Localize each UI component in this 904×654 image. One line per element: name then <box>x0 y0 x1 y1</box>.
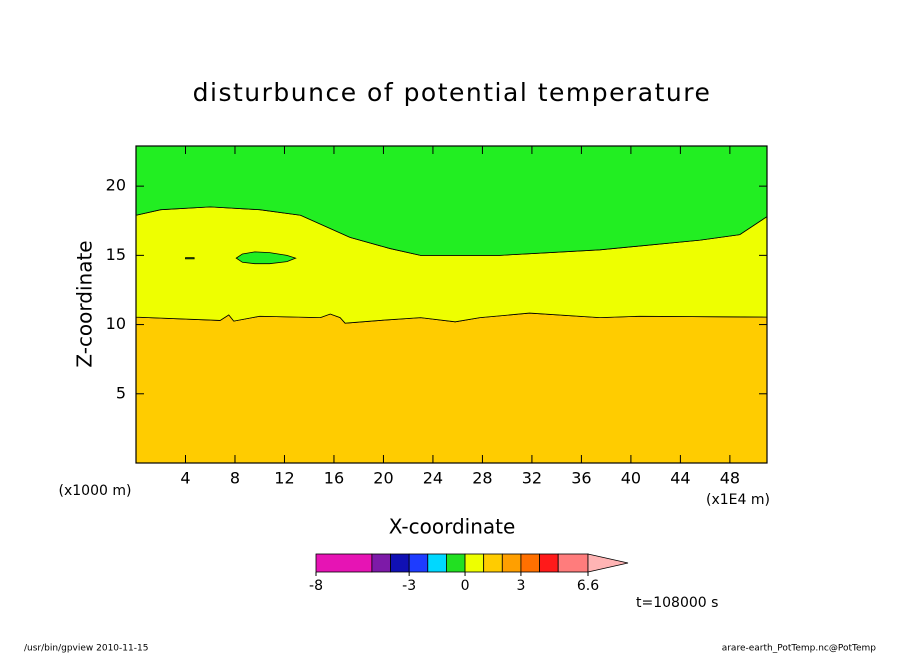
chart-title: disturbunce of potential temperature <box>193 78 712 107</box>
plot-frame <box>135 145 768 464</box>
y-tick-label: 5 <box>116 383 126 402</box>
footer-left: /usr/bin/gpview 2010-11-15 <box>24 644 148 654</box>
colorbar-segment <box>427 553 447 573</box>
contour-region <box>185 257 195 260</box>
contour-region <box>135 312 768 464</box>
x-axis-label: X-coordinate <box>389 515 516 539</box>
colorbar-segment <box>520 553 540 573</box>
y-tick-label: 15 <box>106 245 126 264</box>
x-tick-label: 20 <box>373 469 393 488</box>
colorbar-segment <box>483 553 503 573</box>
x-tick-label: 40 <box>621 469 641 488</box>
footer-right: arare-earth_PotTemp.nc@PotTemp <box>722 644 877 654</box>
colorbar-segment <box>464 553 485 573</box>
x-tick-label: 44 <box>670 469 690 488</box>
x-tick-label: 32 <box>522 469 542 488</box>
colorbar-segment <box>390 553 410 573</box>
colorbar-tick-label: 0 <box>461 578 470 594</box>
colorbar-tick-label: -3 <box>402 578 416 594</box>
x-tick-label: 48 <box>720 469 740 488</box>
x-tick-label: 12 <box>274 469 294 488</box>
colorbar-segment <box>408 553 429 573</box>
colorbar-over <box>587 553 629 573</box>
x-tick-label: 24 <box>423 469 443 488</box>
colorbar-segment <box>557 553 589 573</box>
x-unit: (x1E4 m) <box>706 492 770 508</box>
x-tick-label: 4 <box>180 469 190 488</box>
colorbar-tick-label: -8 <box>309 578 323 594</box>
y-tick-label: 20 <box>106 176 126 195</box>
colorbar-segment <box>501 553 522 573</box>
time-label: t=108000 s <box>636 595 718 611</box>
x-tick-label: 8 <box>230 469 240 488</box>
y-tick-label: 10 <box>106 314 126 333</box>
colorbar-segment <box>371 553 391 573</box>
colorbar-tick-label: 6.6 <box>577 578 599 594</box>
y-axis-label: Z-coordinate <box>73 240 97 367</box>
colorbar-segment <box>315 553 373 573</box>
x-tick-label: 16 <box>324 469 344 488</box>
x-tick-label: 36 <box>571 469 591 488</box>
x-tick-label: 28 <box>472 469 492 488</box>
colorbar-tick-label: 3 <box>516 578 525 594</box>
y-unit: (x1000 m) <box>59 483 132 499</box>
colorbar-segment <box>539 553 559 573</box>
contour-region <box>235 251 297 265</box>
colorbar-segment <box>446 553 466 573</box>
